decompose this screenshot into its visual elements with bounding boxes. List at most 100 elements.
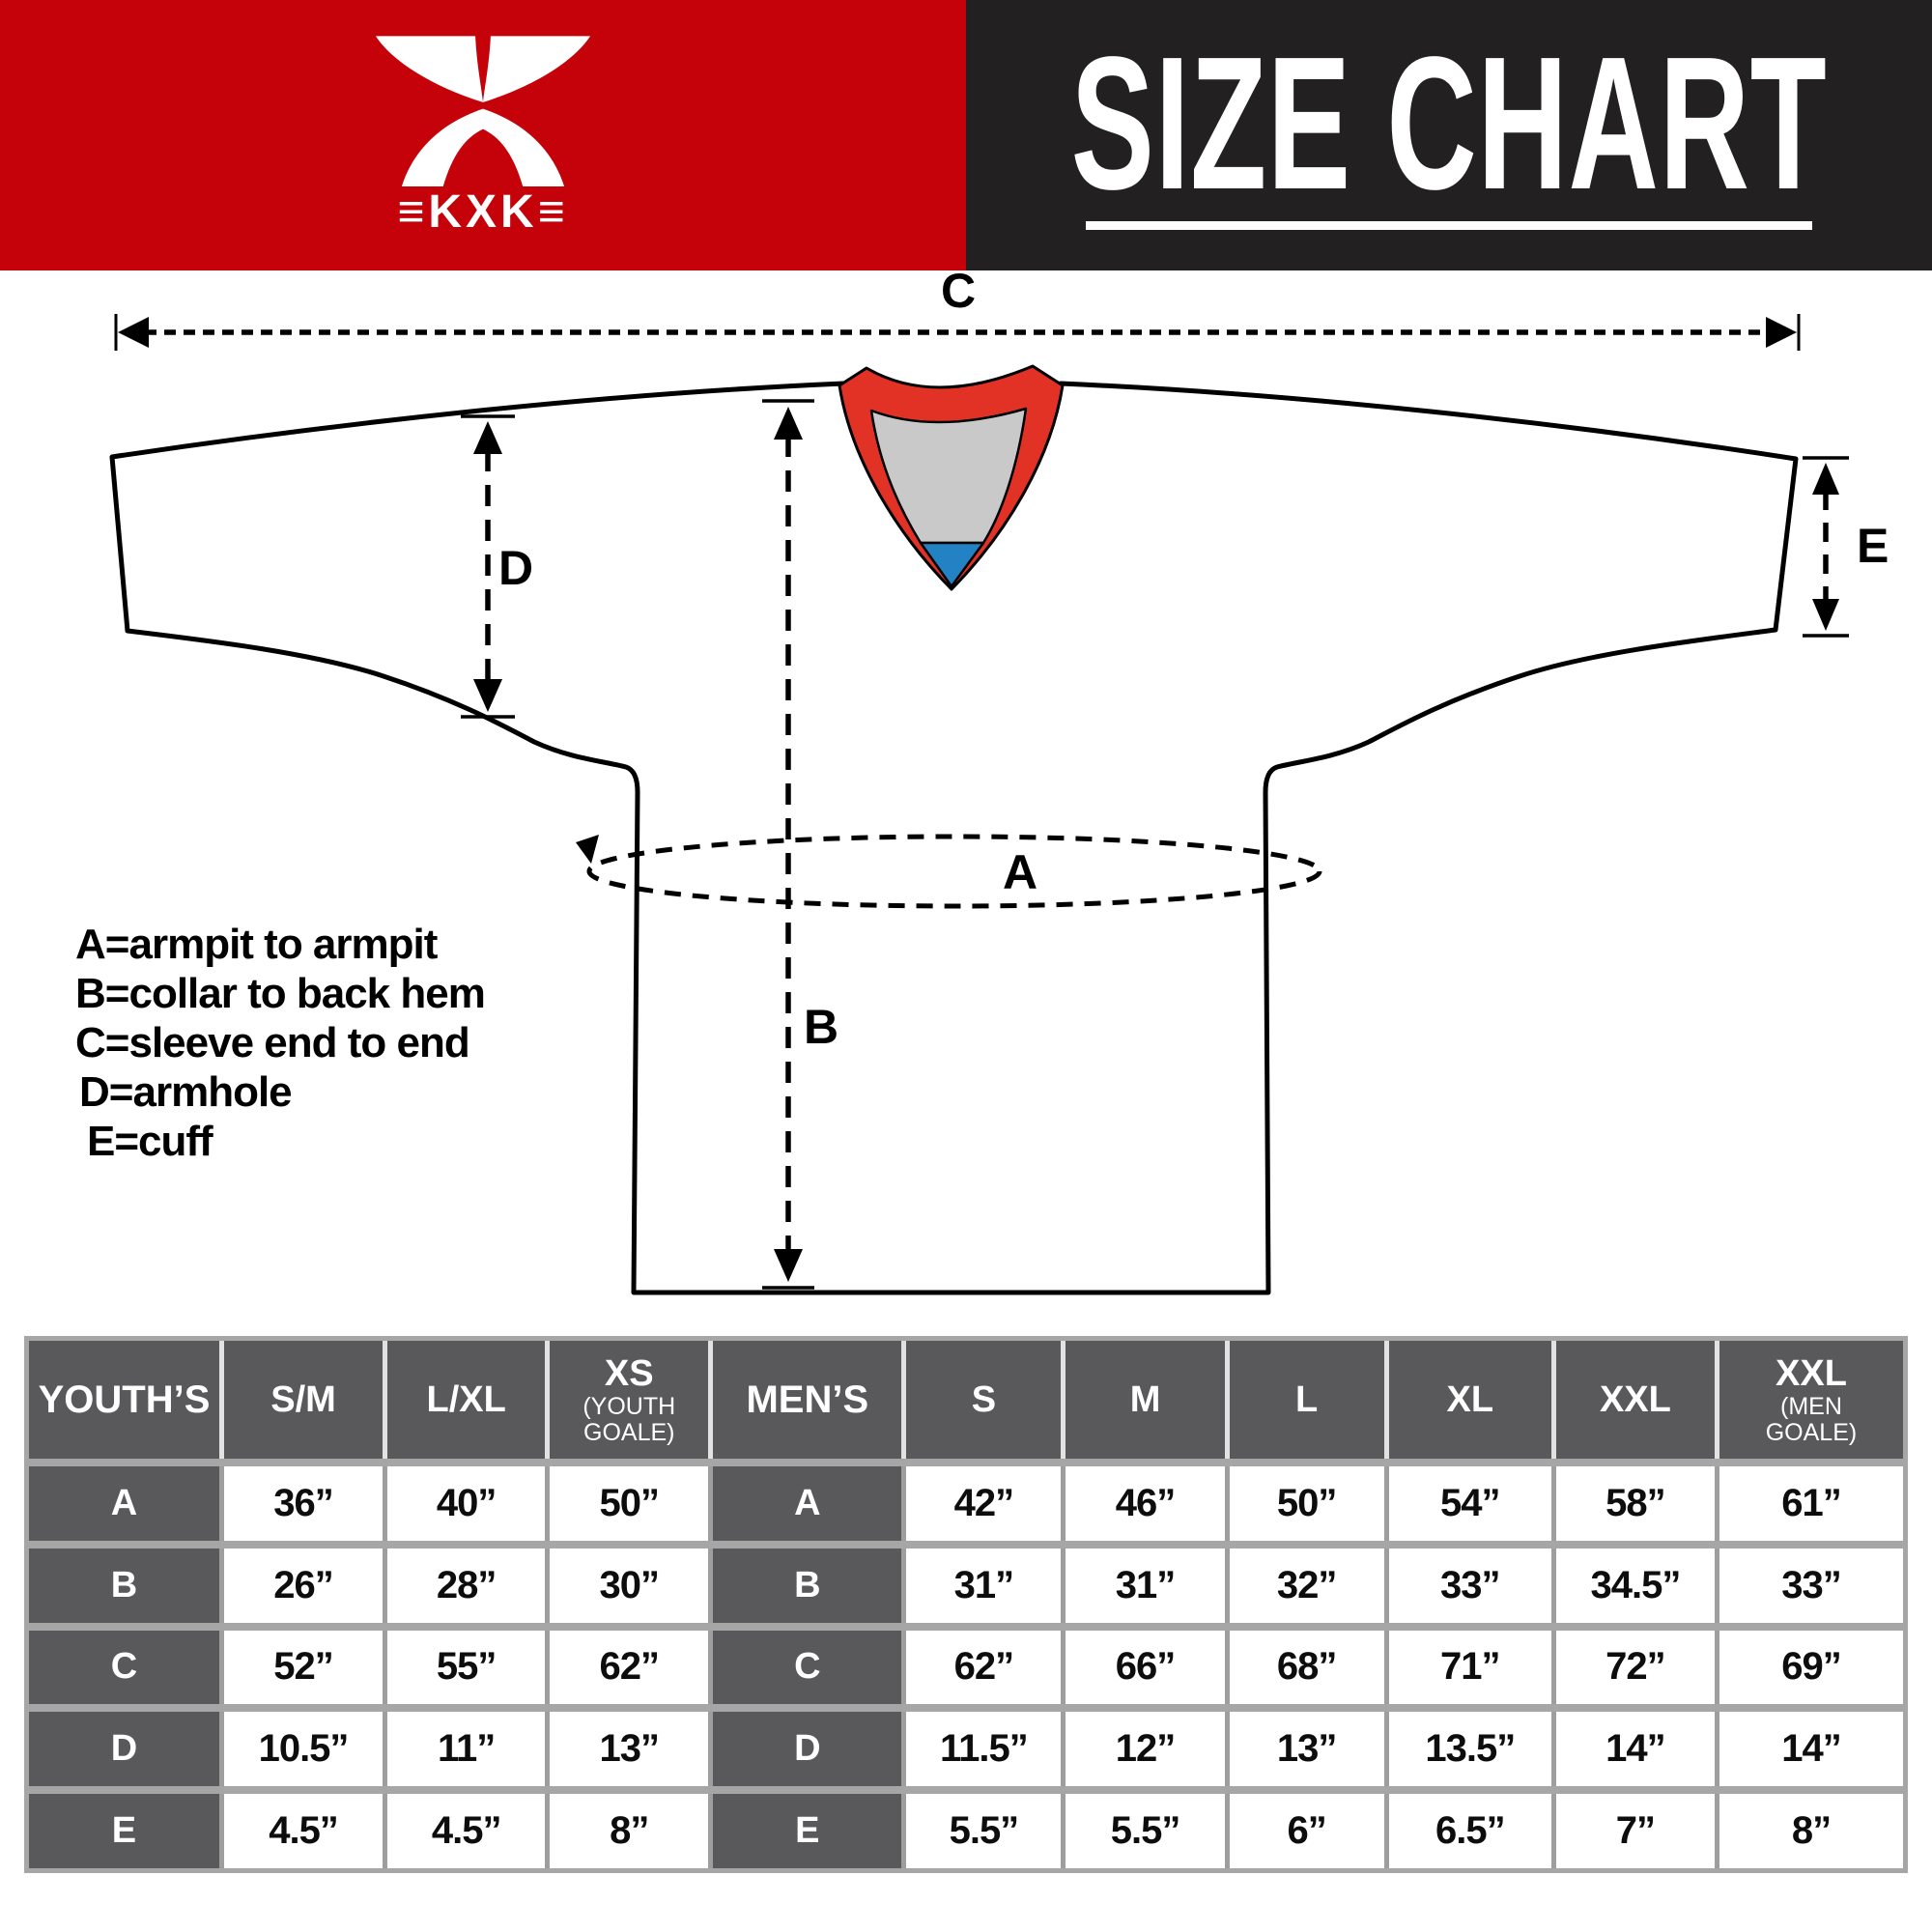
measure-a-label: A	[1003, 845, 1037, 899]
size-value-cell: 4.5”	[223, 1794, 388, 1868]
size-column-label: S/M	[270, 1379, 336, 1420]
size-value-cell: 5.5”	[1065, 1794, 1230, 1868]
size-value-cell: 54”	[1388, 1466, 1556, 1541]
size-value-cell: 14”	[1555, 1712, 1719, 1787]
size-value-cell: 42”	[906, 1466, 1066, 1541]
row-label-youth-E: E	[29, 1794, 224, 1868]
size-value-cell: 6”	[1229, 1794, 1389, 1868]
size-column-sublabel: (MEN GOALE)	[1765, 1393, 1858, 1446]
row-label-youth-D: D	[29, 1712, 224, 1787]
size-value-cell: 13”	[1229, 1712, 1389, 1787]
size-value-cell: 62”	[550, 1630, 714, 1705]
size-column-header-mens: XXL (MEN GOALE)	[1719, 1341, 1903, 1459]
size-value-cell: 8”	[1719, 1794, 1903, 1868]
size-column-header-youth: L/XL	[387, 1341, 551, 1459]
measure-d-arrow	[461, 414, 515, 719]
size-value-cell: 50”	[1229, 1466, 1389, 1541]
size-value-cell: 34.5”	[1555, 1548, 1719, 1623]
row-label-mens-E: E	[713, 1794, 907, 1868]
size-column-label: L	[1295, 1379, 1319, 1420]
size-value-cell: 55”	[387, 1630, 551, 1705]
brand-logo-text: ≡KXK≡	[397, 186, 569, 238]
page-header: ≡KXK≡ SIZE CHART	[0, 0, 1932, 270]
size-value-cell: 36”	[223, 1466, 388, 1541]
collar-insert	[919, 541, 985, 588]
size-value-cell: 31”	[906, 1548, 1066, 1623]
size-value-cell: 4.5”	[387, 1794, 551, 1868]
size-column-header-youth: XS (YOUTH GOALE)	[550, 1341, 714, 1459]
size-value-cell: 5.5”	[906, 1794, 1066, 1868]
size-value-cell: 13”	[550, 1712, 714, 1787]
size-value-cell: 30”	[550, 1548, 714, 1623]
title-panel: SIZE CHART	[966, 0, 1932, 270]
size-column-label: XXL	[1776, 1353, 1847, 1394]
size-column-label: XL	[1446, 1379, 1494, 1420]
row-label-mens-A: A	[713, 1466, 907, 1541]
measure-b-arrow	[762, 399, 814, 1290]
measurement-legend: A=armpit to armpit B=collar to back hem …	[75, 921, 486, 1165]
size-column-label: L/XL	[426, 1379, 506, 1420]
size-value-cell: 11”	[387, 1712, 551, 1787]
measure-e-label: E	[1857, 519, 1889, 573]
size-value-cell: 40”	[387, 1466, 551, 1541]
brand-panel: ≡KXK≡	[0, 0, 966, 270]
size-value-cell: 68”	[1229, 1630, 1389, 1705]
size-value-cell: 28”	[387, 1548, 551, 1623]
size-value-cell: 69”	[1719, 1630, 1903, 1705]
row-label-youth-B: B	[29, 1548, 224, 1623]
jersey-measurement-diagram: C D B E A A=armpit to armpit B=collar to…	[75, 270, 1889, 1295]
size-value-cell: 46”	[1065, 1466, 1230, 1541]
row-label-youth-C: C	[29, 1630, 224, 1705]
size-column-label: XS	[604, 1353, 654, 1394]
legend-line-d: D=armhole	[79, 1068, 292, 1116]
size-value-cell: 14”	[1719, 1712, 1903, 1787]
size-value-cell: 10.5”	[223, 1712, 388, 1787]
group-header-youth: YOUTH’S	[29, 1341, 224, 1459]
measure-e-arrow	[1803, 456, 1849, 638]
measure-c-label: C	[941, 270, 976, 318]
size-value-cell: 58”	[1555, 1466, 1719, 1541]
measure-d-label: D	[498, 541, 533, 595]
size-column-label: M	[1129, 1379, 1161, 1420]
size-value-cell: 66”	[1065, 1630, 1230, 1705]
size-value-cell: 8”	[550, 1794, 714, 1868]
legend-line-b: B=collar to back hem	[75, 970, 485, 1017]
measure-c-arrow	[114, 314, 1801, 351]
legend-line-c: C=sleeve end to end	[75, 1019, 469, 1066]
row-label-youth-A: A	[29, 1466, 224, 1541]
size-column-header-mens: XXL	[1555, 1341, 1719, 1459]
collar-inner	[869, 407, 1028, 545]
size-column-header-mens: XL	[1388, 1341, 1556, 1459]
size-value-cell: 62”	[906, 1630, 1066, 1705]
size-value-cell: 7”	[1555, 1794, 1719, 1868]
size-value-cell: 32”	[1229, 1548, 1389, 1623]
size-value-cell: 26”	[223, 1548, 388, 1623]
size-column-header-mens: M	[1065, 1341, 1230, 1459]
size-column-sublabel: (YOUTH GOALE)	[582, 1393, 676, 1446]
size-table: YOUTH’S S/M L/XL XS (YOUTH GOALE) MEN’S S M L XL X…	[24, 1336, 1908, 1873]
legend-line-a: A=armpit to armpit	[75, 921, 439, 968]
size-value-cell: 11.5”	[906, 1712, 1066, 1787]
size-value-cell: 50”	[550, 1466, 714, 1541]
size-column-label: XXL	[1599, 1379, 1671, 1420]
size-column-header-youth: S/M	[223, 1341, 388, 1459]
jersey-silhouette	[112, 384, 1796, 1293]
page-title: SIZE CHART	[1070, 16, 1828, 229]
kxk-x-mark-icon	[375, 36, 591, 186]
measure-b-label: B	[804, 1000, 838, 1054]
group-header-mens: MEN’S	[713, 1341, 907, 1459]
size-column-header-mens: L	[1229, 1341, 1389, 1459]
size-value-cell: 61”	[1719, 1466, 1903, 1541]
measure-a-arrow	[576, 834, 1322, 909]
size-value-cell: 52”	[223, 1630, 388, 1705]
size-column-header-mens: S	[906, 1341, 1066, 1459]
size-column-label: S	[971, 1379, 997, 1420]
title-underline	[1086, 220, 1812, 230]
size-value-cell: 33”	[1388, 1548, 1556, 1623]
size-value-cell: 71”	[1388, 1630, 1556, 1705]
size-value-cell: 13.5”	[1388, 1712, 1556, 1787]
legend-line-e: E=cuff	[87, 1118, 213, 1165]
row-label-mens-C: C	[713, 1630, 907, 1705]
row-label-mens-D: D	[713, 1712, 907, 1787]
